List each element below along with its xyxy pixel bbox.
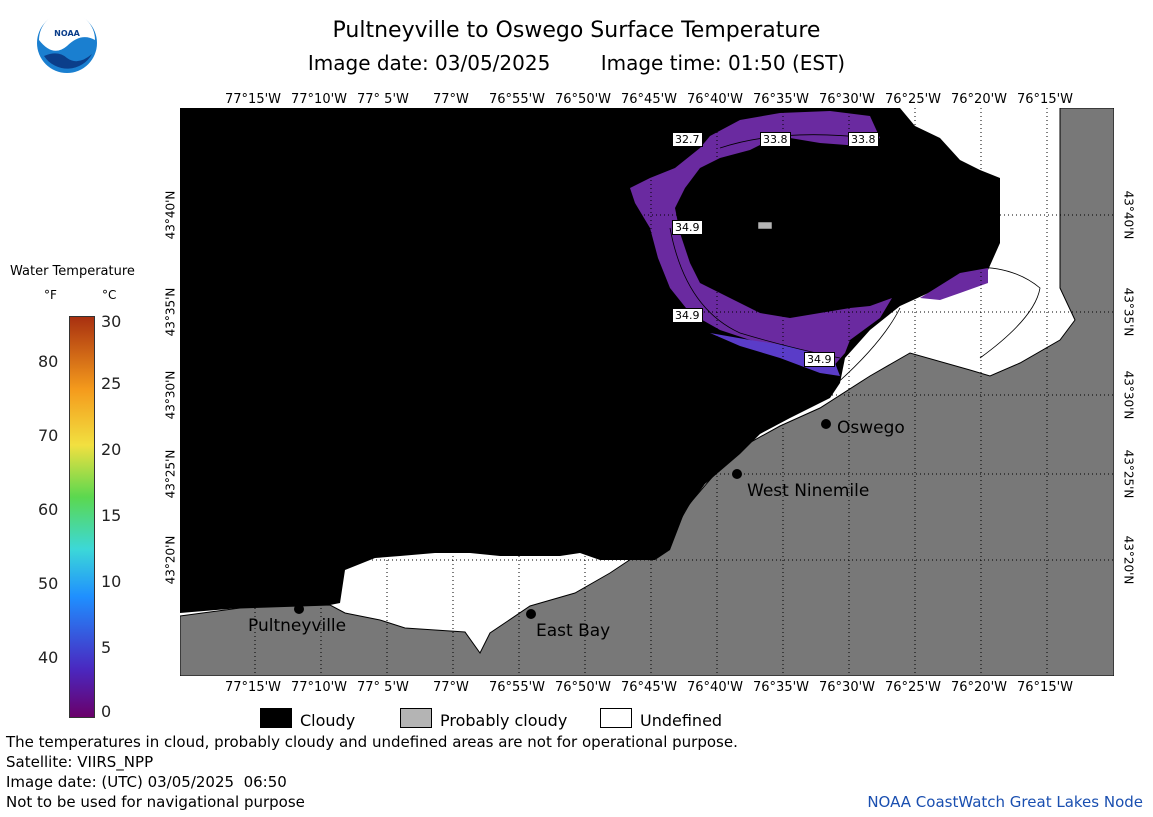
- color-scale: Water Temperature °F °C 80 70 60 50 40 3…: [0, 262, 160, 722]
- temp-label: 33.8: [848, 132, 879, 147]
- temp-label: 34.9: [672, 308, 703, 323]
- lon-label: 76°15'W: [1017, 92, 1074, 107]
- lon-label: 77°W: [433, 680, 469, 695]
- c-tick: 15: [101, 506, 122, 525]
- f-tick: 40: [38, 648, 59, 667]
- temp-label: 34.9: [804, 352, 835, 367]
- color-bar: [69, 316, 95, 718]
- image-datetime: Image date: 03/05/2025 Image time: 01:50…: [0, 51, 1153, 75]
- lon-label: 76°40'W: [687, 680, 744, 695]
- lon-label: 76°20'W: [951, 92, 1008, 107]
- lon-label: 76°35'W: [753, 680, 810, 695]
- city-dot-east-bay: [526, 609, 536, 619]
- lon-label: 76°30'W: [819, 92, 876, 107]
- f-tick: 80: [38, 352, 59, 371]
- lat-label: 43°25'N: [1121, 449, 1136, 499]
- legend-swatch-cloudy: [260, 708, 292, 728]
- lon-label: 76°55'W: [489, 92, 546, 107]
- f-tick: 60: [38, 500, 59, 519]
- lon-label: 77°15'W: [225, 680, 282, 695]
- lon-label: 77° 5'W: [357, 92, 409, 107]
- lon-label: 76°50'W: [555, 680, 612, 695]
- graticule: [180, 108, 1114, 676]
- f-tick: 50: [38, 574, 59, 593]
- lon-label: 76°20'W: [951, 680, 1008, 695]
- lon-label: 76°45'W: [621, 92, 678, 107]
- c-tick: 5: [101, 638, 112, 657]
- lat-label: 43°40'N: [1121, 190, 1136, 240]
- footer-disclaimer: The temperatures in cloud, probably clou…: [6, 733, 738, 751]
- city-dot-west-ninemile: [732, 469, 742, 479]
- c-tick: 30: [101, 312, 122, 331]
- c-tick: 0: [101, 702, 112, 721]
- c-tick: 20: [101, 440, 122, 459]
- lon-label: 77°15'W: [225, 92, 282, 107]
- temp-label: 34.9: [672, 220, 703, 235]
- temp-label: 33.8: [760, 132, 791, 147]
- footer-navigation-warning: Not to be used for navigational purpose: [6, 793, 305, 811]
- lat-label: 43°30'N: [163, 370, 178, 420]
- noaa-logo: NOAA: [36, 12, 98, 74]
- city-label: Pultneyville: [248, 616, 347, 636]
- lon-label: 77°W: [433, 92, 469, 107]
- probably-cloudy-patch: [757, 221, 773, 230]
- image-date: Image date: 03/05/2025: [307, 51, 551, 75]
- city-dot-oswego: [821, 419, 831, 429]
- lon-label: 77° 5'W: [357, 680, 409, 695]
- lon-label: 76°25'W: [885, 680, 942, 695]
- lat-label: 43°30'N: [1121, 370, 1136, 420]
- footer-utc-date: Image date: (UTC) 03/05/2025 06:50: [6, 773, 287, 791]
- legend-label-probably-cloudy: Probably cloudy: [440, 711, 568, 730]
- logo-text: NOAA: [54, 29, 80, 38]
- lon-label: 76°50'W: [555, 92, 612, 107]
- c-tick: 25: [101, 374, 122, 393]
- lon-label: 76°35'W: [753, 92, 810, 107]
- lat-label: 43°35'N: [163, 287, 178, 337]
- footer-credit: NOAA CoastWatch Great Lakes Node: [867, 793, 1143, 811]
- unit-celsius: °C: [102, 288, 117, 302]
- temp-label: 32.7: [672, 132, 703, 147]
- lon-label: 76°25'W: [885, 92, 942, 107]
- city-label: West Ninemile: [747, 481, 870, 501]
- lon-label: 76°30'W: [819, 680, 876, 695]
- page-title: Pultneyville to Oswego Surface Temperatu…: [332, 18, 821, 43]
- lon-label: 76°40'W: [687, 92, 744, 107]
- unit-fahrenheit: °F: [44, 288, 57, 302]
- cloud-area: [180, 108, 1000, 613]
- city-label: Oswego: [837, 418, 905, 438]
- water-temp-band-east: [920, 268, 988, 300]
- water-temp-band: [630, 111, 892, 370]
- f-tick: 70: [38, 426, 59, 445]
- lon-label: 77°10'W: [291, 92, 348, 107]
- legend: Cloudy Probably cloudy Undefined: [260, 708, 740, 732]
- legend-swatch-undefined: [600, 708, 632, 728]
- lat-label: 43°20'N: [1121, 535, 1136, 585]
- c-tick: 10: [101, 572, 122, 591]
- lon-label: 76°55'W: [489, 680, 546, 695]
- lat-label: 43°40'N: [163, 190, 178, 240]
- lon-label: 77°10'W: [291, 680, 348, 695]
- legend-label-cloudy: Cloudy: [300, 711, 356, 730]
- lon-label: 76°45'W: [621, 680, 678, 695]
- legend-label-undefined: Undefined: [640, 711, 723, 730]
- city-label: East Bay: [536, 621, 611, 641]
- footer-satellite: Satellite: VIIRS_NPP: [6, 753, 154, 771]
- map-frame: Pultneyville East Bay West Ninemile Oswe…: [180, 108, 1114, 676]
- lat-label: 43°35'N: [1121, 287, 1136, 337]
- legend-swatch-probably-cloudy: [400, 708, 432, 728]
- color-scale-title: Water Temperature: [10, 264, 135, 279]
- lon-label: 76°15'W: [1017, 680, 1074, 695]
- city-dot-pultneyville: [294, 604, 304, 614]
- image-time: Image time: 01:50 (EST): [600, 51, 846, 75]
- lat-label: 43°25'N: [163, 449, 178, 499]
- lat-label: 43°20'N: [163, 535, 178, 585]
